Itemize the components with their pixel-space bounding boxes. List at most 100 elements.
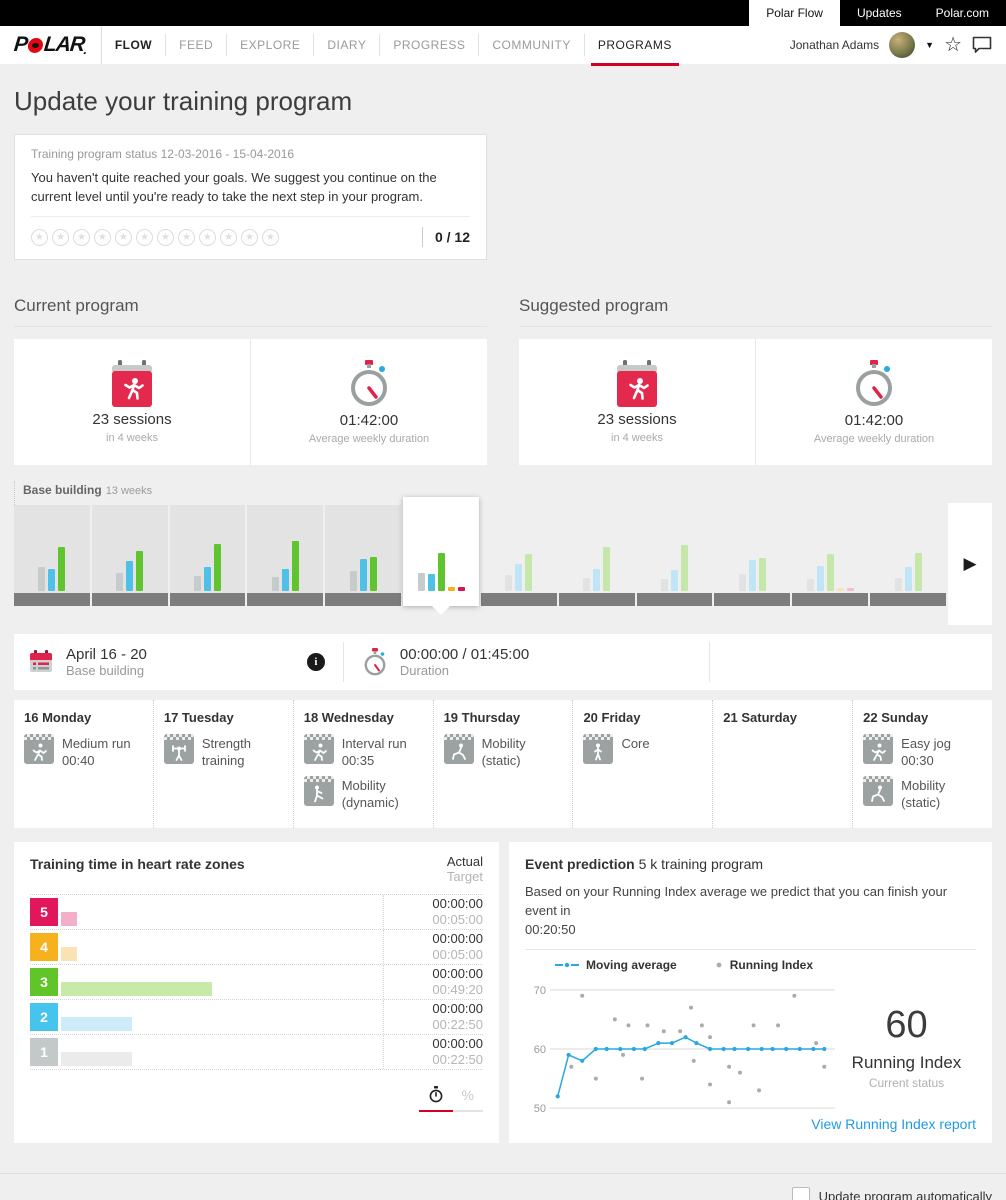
session-entry-medium-run[interactable]: Medium run 00:40: [24, 734, 145, 769]
stopwatch-icon: [362, 648, 388, 676]
status-body: You haven't quite reached your goals. We…: [31, 170, 437, 204]
zone-values: 00:00:00 00:05:00: [383, 895, 483, 929]
event-title-sub: 5 k training program: [638, 856, 764, 872]
sessions-stat: 23 sessions in 4 weeks: [14, 339, 251, 465]
session-entry-mobility-dynamic[interactable]: Mobility (dynamic): [303, 776, 425, 811]
timeline-week-4[interactable]: [247, 505, 324, 593]
day-column-19-thursday: 19 Thursday Mobility (static): [434, 700, 574, 828]
timeline-strip: [14, 593, 992, 606]
time-unit-toggle[interactable]: [418, 1086, 453, 1112]
topbar-tab-polar-flow[interactable]: Polar Flow: [749, 0, 840, 26]
actual-column-label: Actual: [446, 854, 483, 869]
strip-segment: [91, 593, 168, 606]
nav-item-diary[interactable]: DIARY: [314, 34, 381, 56]
session-entry-interval-run[interactable]: Interval run 00:35: [303, 734, 425, 769]
load-bar-green: [58, 547, 66, 591]
duration-value: 01:42:00: [844, 411, 904, 429]
session-entry-mobility-static[interactable]: Mobility (static): [863, 776, 984, 811]
timeline-week-12[interactable]: [870, 505, 946, 593]
timeline-week-11[interactable]: [792, 505, 868, 593]
zone-bar-track: [58, 1000, 383, 1034]
nav-item-feed[interactable]: FEED: [166, 34, 228, 56]
update-automatically-label: Update program automatically: [818, 1188, 992, 1200]
phase-label: Base building 13 weeks: [14, 481, 152, 505]
load-bar-blue: [204, 567, 212, 591]
view-running-index-report-link[interactable]: View Running Index report: [811, 1116, 976, 1132]
star-score: 0 / 12: [434, 229, 470, 245]
strip-segment: [169, 593, 246, 606]
load-bar-red: [457, 587, 465, 591]
timeline-week-3[interactable]: [169, 505, 246, 593]
moving-average-marker-icon: [555, 962, 579, 968]
nav-item-programs[interactable]: PROGRAMS: [585, 34, 685, 66]
timeline-week-7[interactable]: [481, 505, 557, 593]
week-days-row: 16 Monday Medium run 00:40 17 Tuesday Streng…: [14, 700, 992, 828]
timeline-week-5[interactable]: [325, 505, 402, 593]
section-divider: [14, 326, 487, 327]
legend-moving-average: Moving average: [555, 958, 677, 972]
sessions-stat: 23 sessions in 4 weeks: [519, 339, 756, 465]
timeline-week-10[interactable]: [714, 505, 790, 593]
running-index-value: 60: [885, 1003, 928, 1046]
logo-dot: .: [82, 42, 88, 57]
load-bar-yellow: [447, 587, 455, 591]
favorite-star-icon[interactable]: ☆: [944, 34, 962, 56]
load-bar-yellow: [836, 588, 844, 591]
nav-item-explore[interactable]: EXPLORE: [227, 34, 315, 56]
duration-stat: 01:42:00 Average weekly duration: [756, 339, 992, 465]
timeline-week-6[interactable]: [403, 497, 479, 606]
sessions-sub: in 4 weeks: [106, 432, 158, 444]
chevron-down-icon[interactable]: ▼: [925, 40, 935, 50]
timeline-week-9[interactable]: [637, 505, 713, 593]
load-bar-gray: [583, 578, 591, 591]
event-prediction-card: Event prediction 5 k training program Ba…: [509, 842, 992, 1143]
session-entry-strength-training[interactable]: Strength training: [163, 734, 285, 769]
nav-item-flow[interactable]: FLOW: [102, 34, 167, 56]
timeline-next-button[interactable]: ▶: [948, 503, 992, 625]
load-bar-blue: [748, 560, 756, 591]
timeline-week-8[interactable]: [559, 505, 635, 593]
timeline-week-1[interactable]: [14, 505, 90, 593]
zone-values: 00:00:00 00:49:20: [383, 965, 483, 999]
session-name: Core: [621, 736, 650, 751]
load-bar-red: [846, 588, 854, 591]
timeline-week-2[interactable]: [91, 505, 168, 593]
topbar-tab-polar-com[interactable]: Polar.com: [935, 6, 989, 20]
strip-segment: [870, 593, 946, 606]
day-column-18-wednesday: 18 Wednesday Interval run 00:35 Mobility (d…: [294, 700, 434, 828]
percent-unit-toggle[interactable]: %: [452, 1086, 483, 1112]
strip-segment: [636, 593, 713, 606]
zone-rows: 5 00:00:00 00:05:00 4 00:00:00 00:05:00 …: [30, 894, 483, 1070]
session-name: Medium run: [62, 736, 131, 751]
load-bar-gray: [738, 574, 746, 591]
zone-values: 00:00:00 00:22:50: [383, 1000, 483, 1034]
load-bar-blue: [281, 569, 289, 591]
session-name: Mobility (static): [901, 778, 946, 810]
day-column-22-sunday: 22 Sunday Easy jog 00:30 Mobility (static): [853, 700, 992, 828]
footer-divider: [0, 1173, 1006, 1174]
svg-text:60: 60: [534, 1044, 546, 1056]
update-automatically-checkbox[interactable]: [791, 1187, 810, 1200]
session-entry-mobility-static[interactable]: Mobility (static): [443, 734, 565, 769]
logo-o-icon: [27, 37, 44, 53]
session-entry-easy-jog[interactable]: Easy jog 00:30: [863, 734, 984, 769]
nav-item-progress[interactable]: PROGRESS: [380, 34, 480, 56]
polar-logo[interactable]: P LAR.: [13, 33, 88, 57]
topbar-tab-updates[interactable]: Updates: [856, 6, 902, 20]
program-timeline: Base building 13 weeks ▶: [14, 481, 992, 625]
nav-item-community[interactable]: COMMUNITY: [479, 34, 585, 56]
load-bar-blue: [671, 570, 679, 591]
load-bar-blue: [427, 574, 435, 591]
zone-row-2: 2 00:00:00 00:22:50: [30, 1000, 483, 1035]
star-badges: ★ ★ ★ ★ ★ ★ ★ ★ ★ ★ ★ ★: [31, 228, 422, 246]
session-duration: 00:30: [901, 753, 934, 768]
info-icon[interactable]: i: [306, 653, 325, 671]
session-entry-core[interactable]: Core: [583, 734, 704, 764]
messages-icon[interactable]: [972, 36, 992, 54]
timeline-weeks: [14, 497, 992, 606]
avatar[interactable]: [889, 32, 916, 58]
star-badge: ★: [178, 228, 195, 246]
zone-number-badge: 3: [30, 968, 58, 996]
load-bar-green: [826, 554, 834, 591]
star-badge: ★: [241, 228, 258, 246]
